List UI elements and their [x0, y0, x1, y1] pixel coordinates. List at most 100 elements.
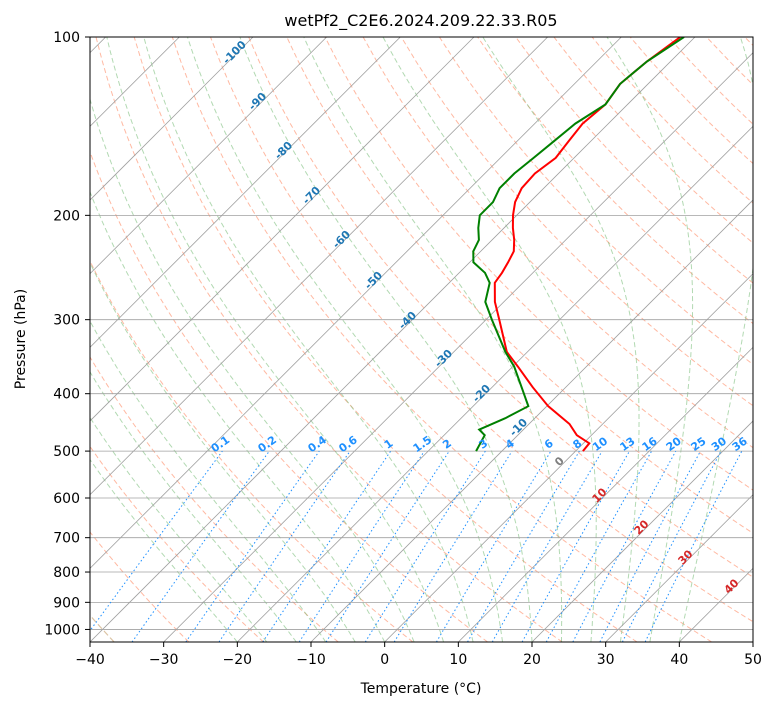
dry-adiabat — [90, 531, 190, 642]
mixing-ratio-line — [572, 450, 677, 642]
skewed-isotherm — [90, 37, 548, 496]
mixing-ratio-line — [298, 450, 425, 642]
y-tick-label: 700 — [53, 531, 80, 547]
mixing-ratio-label: 2 — [440, 437, 454, 452]
x-tick-label: −20 — [223, 652, 253, 668]
skewed-isotherm — [90, 37, 696, 642]
mixing-ratio-line — [644, 450, 743, 642]
isotherm-label: -10 — [507, 416, 530, 439]
y-tick-label: 300 — [53, 313, 80, 329]
profile-line-1 — [493, 37, 681, 452]
y-tick-label: 800 — [53, 565, 80, 581]
mixing-ratio-line — [218, 450, 351, 642]
isotherm-label: -80 — [272, 139, 295, 162]
dry-adiabat — [515, 37, 753, 284]
dry-adiabat — [438, 37, 753, 366]
mixing-ratio-label: 0.1 — [209, 433, 232, 455]
mixing-ratio-line — [185, 450, 320, 642]
mixing-ratio-label: 0.2 — [256, 433, 279, 455]
y-tick-label: 500 — [53, 444, 80, 460]
profile-line-2 — [472, 37, 685, 452]
x-tick-label: 40 — [670, 652, 688, 668]
moist-adiabat — [90, 416, 268, 642]
moist-adiabat — [606, 37, 694, 642]
mixing-ratio-line — [521, 450, 630, 642]
isotherm-label: -100 — [220, 38, 249, 67]
y-tick-label: 100 — [53, 30, 80, 46]
x-tick-label: 0 — [380, 652, 389, 668]
mixing-ratio-line — [90, 450, 223, 632]
mixing-ratio-label: 0.4 — [306, 433, 330, 455]
skewed-isotherm — [163, 52, 753, 642]
x-tick-label: −30 — [149, 652, 179, 668]
skewed-isotherm — [605, 494, 753, 642]
x-axis-label: Temperature (°C) — [360, 681, 482, 697]
y-tick-label: 400 — [53, 387, 80, 403]
plot-frame — [89, 36, 754, 643]
moist-adiabat — [90, 97, 415, 642]
isotherm-label: 40 — [722, 576, 742, 596]
moist-adiabat — [90, 320, 327, 642]
moist-adiabat — [678, 37, 753, 642]
dry-adiabat — [248, 37, 753, 578]
dry-adiabat — [400, 37, 753, 407]
moist-adiabat — [90, 190, 386, 642]
isotherm-label: -30 — [432, 347, 455, 370]
x-tick-label: 20 — [523, 652, 541, 668]
skewed-isotherm — [90, 37, 475, 422]
skewed-isotherm — [90, 37, 327, 275]
x-tick-label: −10 — [296, 652, 326, 668]
dry-adiabat — [95, 37, 563, 642]
mixing-ratio-label: 1.5 — [411, 433, 434, 455]
skewed-isotherm — [237, 125, 753, 642]
dry-adiabat — [90, 150, 488, 642]
moist-adiabat — [143, 37, 474, 642]
dry-adiabat — [324, 37, 753, 491]
y-axis-label: Pressure (hPa) — [13, 289, 29, 389]
dry-adiabat — [744, 37, 753, 47]
y-tick-label: 900 — [53, 595, 80, 611]
skewed-isotherm — [310, 199, 753, 642]
skewed-isotherm — [679, 567, 753, 642]
dry-adiabat — [706, 37, 753, 86]
y-tick-label: 200 — [53, 208, 80, 224]
mixing-ratio-line — [262, 450, 392, 642]
moist-adiabat — [482, 37, 640, 642]
x-tick-label: 30 — [597, 652, 615, 668]
mixing-ratio-line — [545, 450, 653, 642]
skewed-isotherm — [752, 641, 753, 642]
skewed-isotherm — [90, 37, 401, 348]
dry-adiabat — [90, 259, 414, 642]
moist-adiabat — [90, 458, 238, 642]
dry-adiabat — [90, 356, 339, 642]
skewed-isotherm — [458, 346, 753, 642]
mixing-ratio-line — [393, 450, 513, 642]
skewed-isotherm — [531, 420, 753, 642]
mixing-ratio-label: 1 — [382, 437, 396, 452]
moist-adiabat — [106, 37, 445, 642]
moist-adiabat — [239, 37, 533, 642]
mixing-ratio-line — [599, 450, 701, 642]
dry-adiabat — [210, 37, 753, 623]
moist-adiabat — [303, 37, 563, 642]
y-tick-label: 1000 — [44, 622, 80, 638]
dry-adiabat — [171, 37, 712, 642]
mixing-ratio-line — [131, 450, 270, 642]
isotherm-label: -70 — [300, 184, 323, 207]
isotherm-label: -90 — [246, 90, 269, 113]
mixing-ratio-line — [467, 450, 580, 642]
x-tick-label: 50 — [744, 652, 762, 668]
x-tick-label: −40 — [75, 652, 105, 668]
skewed-isotherm — [90, 37, 254, 201]
y-tick-label: 600 — [53, 491, 80, 507]
moist-adiabat — [90, 261, 356, 642]
moist-adiabat — [382, 37, 597, 642]
isotherm-label: 10 — [590, 485, 610, 505]
isotherm-label: 30 — [676, 547, 696, 567]
moist-adiabat — [187, 37, 503, 642]
isotherm-label: -50 — [362, 269, 385, 292]
x-tick-label: 10 — [449, 652, 467, 668]
dry-adiabat — [133, 37, 638, 642]
mixing-ratio-label: 6 — [542, 437, 556, 452]
